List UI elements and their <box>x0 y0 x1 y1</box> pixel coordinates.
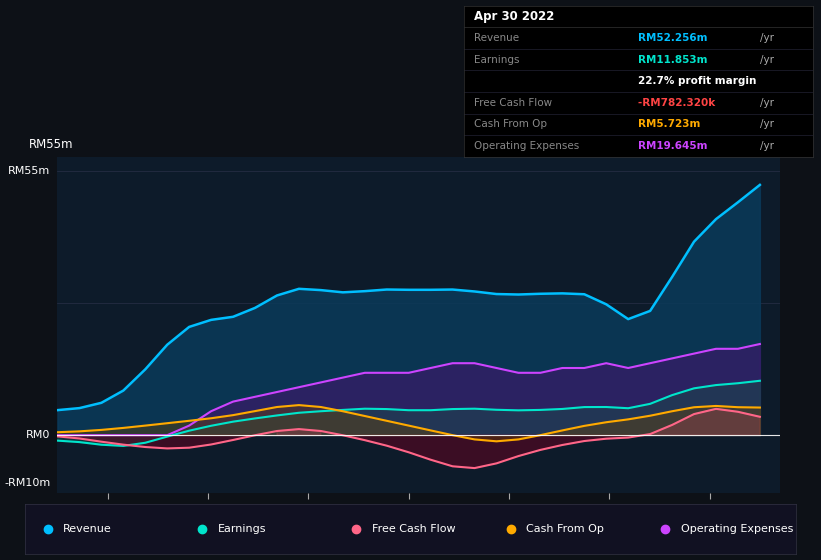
Text: -RM782.320k: -RM782.320k <box>639 98 719 108</box>
Text: 22.7% profit margin: 22.7% profit margin <box>639 76 757 86</box>
Text: RM11.853m: RM11.853m <box>639 55 712 64</box>
Text: Earnings: Earnings <box>218 524 266 534</box>
Text: RM52.256m: RM52.256m <box>639 33 712 43</box>
Text: Revenue: Revenue <box>63 524 112 534</box>
Text: Revenue: Revenue <box>475 33 520 43</box>
Text: /yr: /yr <box>760 98 774 108</box>
Text: Free Cash Flow: Free Cash Flow <box>372 524 456 534</box>
Text: /yr: /yr <box>760 55 774 64</box>
Text: Cash From Op: Cash From Op <box>475 119 548 129</box>
Text: RM0: RM0 <box>26 430 50 440</box>
Text: Earnings: Earnings <box>475 55 520 64</box>
Text: Apr 30 2022: Apr 30 2022 <box>475 10 555 23</box>
Text: RM19.645m: RM19.645m <box>639 141 712 151</box>
Text: /yr: /yr <box>760 33 774 43</box>
Text: -RM10m: -RM10m <box>4 478 50 488</box>
Text: RM55m: RM55m <box>8 166 50 176</box>
Text: RM55m: RM55m <box>29 138 73 151</box>
Text: /yr: /yr <box>760 141 774 151</box>
Text: Operating Expenses: Operating Expenses <box>681 524 793 534</box>
Text: Operating Expenses: Operating Expenses <box>475 141 580 151</box>
Text: Cash From Op: Cash From Op <box>526 524 604 534</box>
Text: RM5.723m: RM5.723m <box>639 119 704 129</box>
Text: Free Cash Flow: Free Cash Flow <box>475 98 553 108</box>
Text: /yr: /yr <box>760 119 774 129</box>
